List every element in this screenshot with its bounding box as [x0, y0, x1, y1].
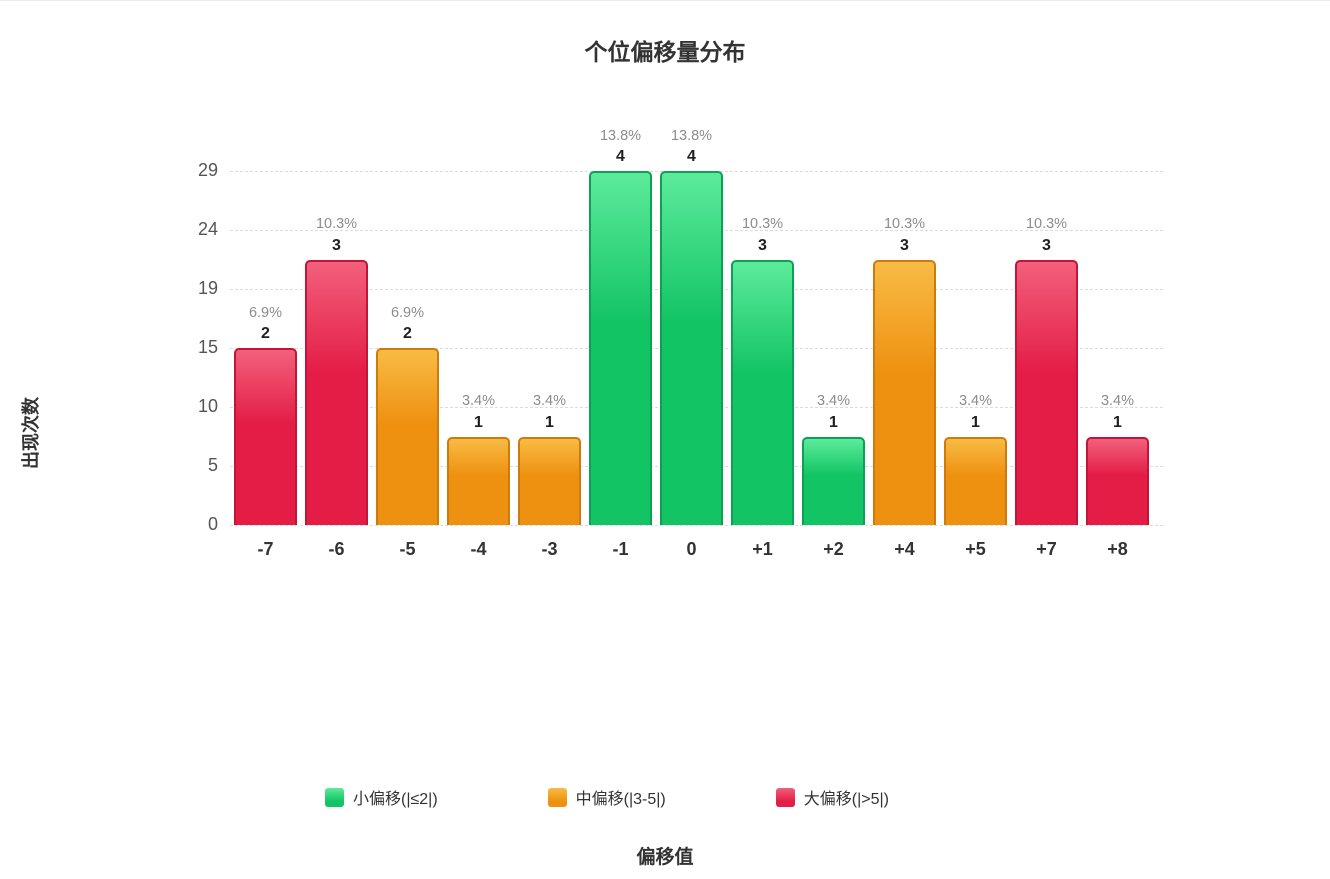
bar-+4[interactable]: [872, 259, 937, 525]
bar--3[interactable]: [517, 436, 582, 525]
bar-+2[interactable]: [801, 436, 866, 525]
bar--4[interactable]: [446, 436, 511, 525]
bar-percent-label: 3.4%: [532, 393, 567, 409]
x-tick-label: +5: [965, 539, 986, 559]
x-tick-label: -1: [612, 539, 629, 559]
x-tick-label: -6: [328, 539, 345, 559]
bar-slot: 1 3.4% +5: [940, 171, 1011, 559]
bar-percent-label: 6.9%: [248, 304, 283, 321]
y-tick-label: 24: [197, 219, 218, 240]
y-tick-label: 29: [197, 160, 218, 181]
bar-slot: 2 6.9% -5: [372, 171, 443, 559]
bar--7[interactable]: [233, 348, 298, 525]
y-tick-label: 5: [207, 455, 218, 476]
x-tick-label: -7: [257, 539, 274, 559]
legend-label: 中偏移(|3-5|): [575, 791, 666, 808]
bar-count-label: 1: [829, 413, 838, 431]
bar--6[interactable]: [304, 259, 369, 525]
bar-count-label: 2: [261, 325, 270, 342]
bar-count-label: 3: [1042, 236, 1051, 254]
bar-slot: 3 10.3% -6: [301, 171, 372, 559]
bar-percent-label: 10.3%: [315, 216, 358, 232]
y-tick-label: 19: [197, 278, 218, 299]
bar-+1[interactable]: [730, 259, 795, 525]
chart-title: 个位偏移量分布: [584, 39, 746, 65]
bar-percent-label: 10.3%: [1025, 216, 1068, 232]
legend-label: 大偏移(|>5|): [803, 791, 889, 808]
bar-+7[interactable]: [1014, 259, 1079, 525]
bar-slot: 4 13.8% -1: [585, 128, 656, 559]
bar-count-label: 3: [758, 236, 767, 254]
legend-item[interactable]: 小偏移(|≤2|): [325, 785, 438, 809]
bar-count-label: 1: [1113, 413, 1122, 431]
legend-label: 小偏移(|≤2|): [353, 791, 438, 808]
legend-swatch: [325, 787, 344, 807]
y-tick-label: 0: [207, 514, 218, 535]
bar-+8[interactable]: [1085, 436, 1150, 525]
bar-slot: 3 10.3% +1: [727, 171, 798, 559]
x-tick-label: 0: [686, 539, 697, 559]
x-tick-label: -3: [541, 539, 558, 559]
x-axis-title: 偏移值: [636, 847, 694, 868]
bar-0[interactable]: [659, 171, 724, 525]
bar-count-label: 4: [687, 148, 696, 165]
bar-percent-label: 10.3%: [883, 216, 926, 232]
bar--1[interactable]: [588, 171, 653, 525]
y-tick-label: 15: [197, 337, 218, 358]
bar-slot: 1 3.4% -4: [443, 171, 514, 559]
bar-+5[interactable]: [943, 436, 1008, 525]
legend-item[interactable]: 大偏移(|>5|): [775, 785, 889, 809]
x-tick-label: +4: [894, 539, 915, 559]
legend-swatch: [775, 787, 795, 807]
x-tick-label: +2: [823, 539, 844, 559]
bar-slot: 1 3.4% +8: [1082, 171, 1153, 559]
bar-percent-label: 13.8%: [599, 127, 642, 144]
y-axis-title: 出现次数: [21, 397, 41, 469]
bar-slot: 3 10.3% +4: [869, 171, 940, 559]
bar-count-label: 3: [900, 236, 909, 254]
x-tick-label: -4: [470, 539, 487, 559]
bar-percent-label: 10.3%: [741, 216, 784, 232]
bar-count-label: 1: [545, 413, 554, 431]
bar-percent-label: 6.9%: [390, 304, 425, 321]
bar-percent-label: 3.4%: [958, 393, 993, 409]
bar-count-label: 1: [474, 413, 483, 431]
legend-swatch: [547, 787, 567, 807]
bar-percent-label: 3.4%: [461, 393, 496, 409]
bar-percent-label: 3.4%: [1100, 393, 1135, 409]
bar-slot: 4 13.8% 0: [656, 128, 727, 559]
plot-area: 29 24 19 15 10 5 0 2 6.9% -7 3 10.3% -6 2 6.9% -5 1 3.4%…: [198, 128, 1163, 559]
y-tick-label: 10: [197, 396, 218, 417]
x-tick-label: +8: [1107, 539, 1128, 559]
legend: 小偏移(|≤2|) 中偏移(|3-5|) 大偏移(|>5|): [0, 785, 1272, 809]
bar--5[interactable]: [375, 348, 440, 525]
gridline: [230, 525, 1163, 526]
bar-count-label: 1: [971, 413, 980, 431]
bar-slot: 2 6.9% -7: [230, 171, 301, 559]
x-tick-label: -5: [399, 539, 416, 559]
bar-count-label: 3: [332, 236, 341, 254]
bar-count-label: 4: [616, 148, 625, 165]
bar-slot: 1 3.4% -3: [514, 171, 585, 559]
x-tick-label: +1: [752, 539, 773, 559]
x-tick-label: +7: [1036, 539, 1057, 559]
legend-item[interactable]: 中偏移(|3-5|): [547, 785, 666, 809]
bar-slot: 1 3.4% +2: [798, 171, 869, 559]
bar-count-label: 2: [403, 325, 412, 342]
bar-percent-label: 13.8%: [670, 127, 713, 144]
bar-series: 2 6.9% -7 3 10.3% -6 2 6.9% -5 1 3.4% -4 1 3.4% -3 4 13.…: [230, 128, 1153, 559]
bar-percent-label: 3.4%: [816, 393, 851, 409]
bar-slot: 3 10.3% +7: [1011, 171, 1082, 559]
